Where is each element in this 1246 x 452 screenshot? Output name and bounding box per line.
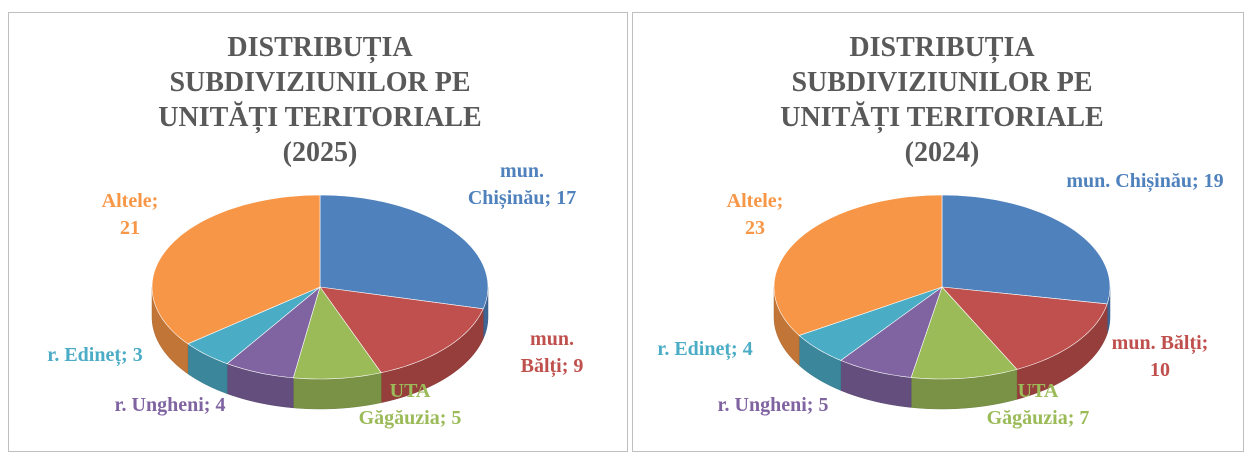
slice bbox=[798, 286, 943, 361]
label-value: 21 bbox=[120, 217, 140, 239]
data-label: Altele; 23 bbox=[715, 188, 795, 242]
data-label: Altele; 21 bbox=[90, 188, 170, 242]
label-value: 4 bbox=[215, 394, 226, 416]
charts bbox=[151, 194, 1111, 410]
data-label: mun. Bălți; 10 bbox=[1105, 330, 1215, 384]
data-label: mun. Chișinău; 19 bbox=[1050, 168, 1240, 195]
label-value: 17 bbox=[556, 187, 577, 209]
slice bbox=[910, 286, 1018, 380]
label-value: 5 bbox=[818, 394, 829, 416]
label-category: mun. Bălți; bbox=[520, 328, 574, 377]
label-category: mun. Chișinău; bbox=[467, 160, 552, 209]
label-category: UTA Găgăuzia; bbox=[358, 380, 447, 429]
label-value: 19 bbox=[1203, 170, 1224, 192]
chart-title: DISTRIBUȚIA SUBDIVIZIUNILOR PE UNITĂȚI T… bbox=[780, 32, 1104, 168]
data-label: r. Ungheni; 4 bbox=[70, 392, 270, 419]
slice bbox=[187, 286, 321, 365]
label-category: r. Ungheni; bbox=[114, 394, 211, 416]
slice bbox=[226, 286, 321, 379]
data-label: r. Edineț; 3 bbox=[20, 342, 170, 369]
label-value: 5 bbox=[451, 407, 462, 429]
chart-title: DISTRIBUȚIA SUBDIVIZIUNILOR PE UNITĂȚI T… bbox=[158, 32, 482, 168]
label-value: 23 bbox=[745, 217, 765, 239]
data-label: r. Ungheni; 5 bbox=[673, 392, 873, 419]
label-value: 4 bbox=[742, 338, 753, 360]
data-label: mun. Chișinău; 17 bbox=[457, 158, 587, 212]
label-category: r. Edineț; bbox=[47, 344, 128, 366]
slice bbox=[941, 286, 1108, 370]
slice bbox=[292, 286, 382, 380]
slice bbox=[319, 194, 489, 310]
label-value: 7 bbox=[1079, 407, 1090, 429]
label-value: 3 bbox=[132, 344, 143, 366]
page: DISTRIBUȚIA SUBDIVIZIUNILOR PE UNITĂȚI T… bbox=[8, 12, 1244, 452]
label-category: Altele; bbox=[726, 190, 784, 212]
slice bbox=[840, 286, 943, 378]
slice bbox=[319, 286, 484, 374]
label-category: UTA Găgăuzia; bbox=[986, 380, 1075, 429]
label-value: 10 bbox=[1150, 359, 1170, 381]
data-label: UTA Găgăuzia; 7 bbox=[973, 378, 1103, 432]
slice bbox=[941, 194, 1111, 305]
label-value: 9 bbox=[573, 355, 584, 377]
label-category: Altele; bbox=[101, 190, 159, 212]
data-label: r. Edineț; 4 bbox=[630, 336, 780, 363]
data-label: mun. Bălți; 9 bbox=[512, 326, 592, 380]
label-category: r. Edineț; bbox=[657, 338, 738, 360]
label-category: mun. Bălți; bbox=[1111, 332, 1209, 354]
label-category: r. Ungheni; bbox=[717, 394, 814, 416]
data-label: UTA Găgăuzia; 5 bbox=[350, 378, 470, 432]
slice bbox=[773, 194, 943, 336]
label-category: mun. Chișinău; bbox=[1066, 170, 1199, 192]
slice bbox=[151, 194, 321, 345]
